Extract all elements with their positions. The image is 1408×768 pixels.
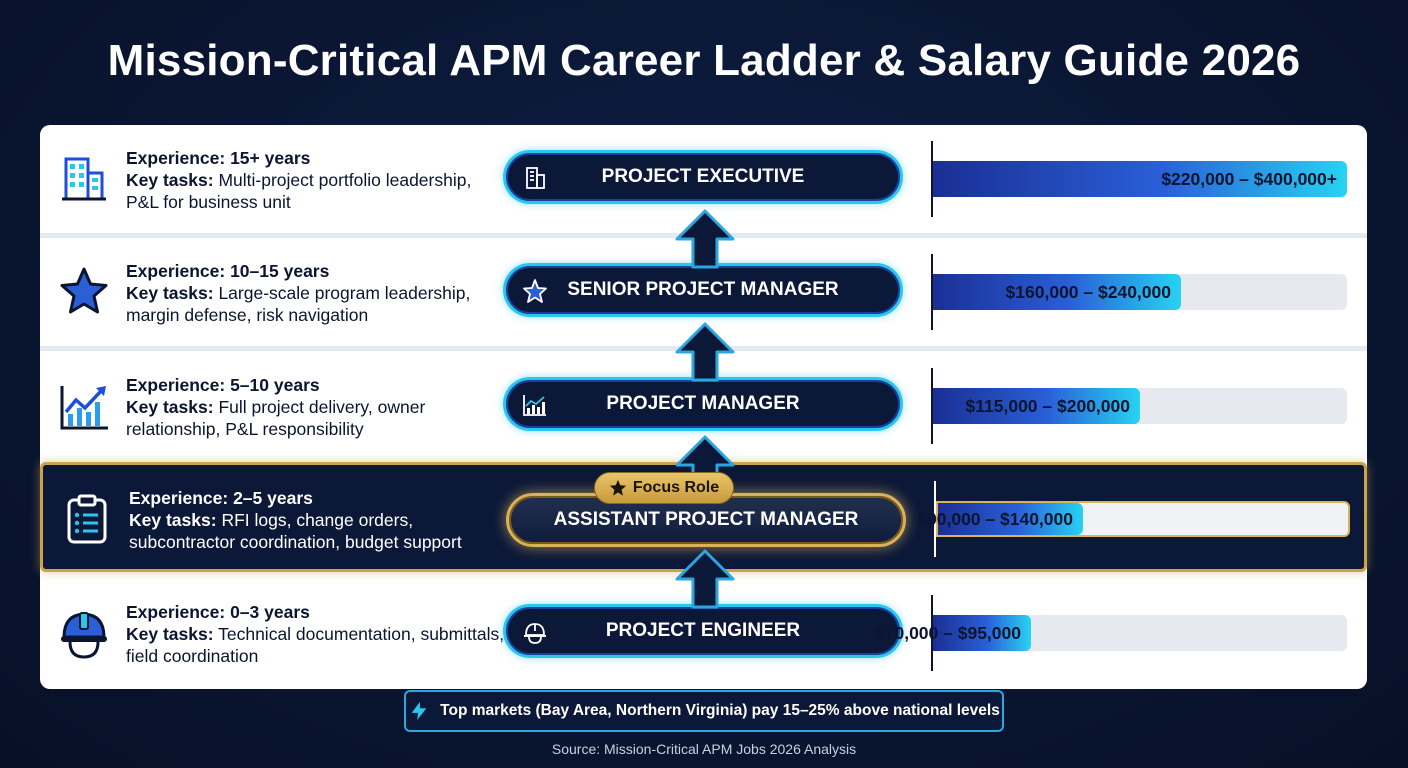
star-icon	[56, 264, 112, 320]
growth-chart-icon	[56, 378, 112, 434]
role-description: Experience: 10–15 years Key tasks: Large-…	[126, 260, 506, 326]
hard-hat-icon	[522, 619, 548, 645]
role-description: Experience: 2–5 years Key tasks: RFI logs…	[129, 487, 509, 553]
role-description: Experience: 15+ years Key tasks: Multi-pr…	[126, 147, 506, 213]
experience-text: Experience: 5–10 years	[126, 375, 320, 395]
role-name: PROJECT ENGINEER	[605, 620, 801, 641]
salary-label: $115,000 – $200,000	[965, 395, 1130, 416]
salary-bar: $220,000 – $400,000+	[933, 161, 1347, 197]
lightning-icon	[411, 701, 427, 721]
salary-label: $70,000 – $95,000	[875, 622, 1021, 643]
ladder-row: Experience: 15+ years Key tasks: Multi-pr…	[40, 125, 1367, 238]
role-name: SENIOR PROJECT MANAGER	[567, 279, 839, 300]
role-name: PROJECT MANAGER	[606, 393, 800, 414]
source-caption: Source: Mission-Critical APM Jobs 2026 A…	[551, 741, 857, 757]
key-tasks-text: Multi-project portfolio leadership, P&L …	[126, 170, 472, 212]
axis-line	[931, 141, 933, 217]
up-arrow-icon	[673, 549, 737, 609]
up-arrow-icon	[673, 322, 737, 382]
key-tasks-text: Technical documentation, submittals, fie…	[126, 624, 505, 666]
focus-role-badge: Focus Role	[594, 472, 734, 504]
role-pill: PROJECT MANAGER	[503, 377, 903, 431]
salary-bar: $90,000 – $140,000	[917, 503, 1083, 535]
experience-text: Experience: 2–5 years	[129, 488, 313, 508]
role-name: ASSISTANT PROJECT MANAGER	[553, 509, 859, 530]
markets-note-text: Top markets (Bay Area, Northern Virginia…	[440, 702, 1000, 719]
hard-hat-icon	[56, 605, 112, 661]
clipboard-icon	[59, 491, 115, 547]
building-icon	[522, 165, 548, 191]
salary-bar-track: $160,000 – $240,000	[933, 274, 1347, 310]
role-pill: SENIOR PROJECT MANAGER	[503, 263, 903, 317]
salary-label: $220,000 – $400,000+	[1161, 168, 1337, 189]
key-tasks-label: Key tasks:	[126, 624, 214, 644]
focus-role-label: Focus Role	[632, 479, 720, 496]
experience-text: Experience: 15+ years	[126, 148, 311, 168]
star-icon	[609, 479, 626, 496]
key-tasks-label: Key tasks:	[126, 397, 214, 417]
key-tasks-label: Key tasks:	[129, 510, 217, 530]
star-icon	[522, 278, 548, 304]
key-tasks-label: Key tasks:	[126, 283, 214, 303]
role-pill: PROJECT ENGINEER	[503, 604, 903, 658]
salary-bar: $160,000 – $240,000	[933, 274, 1181, 310]
salary-bar: $115,000 – $200,000	[933, 388, 1140, 424]
axis-line	[931, 254, 933, 330]
salary-bar-track: $70,000 – $95,000	[875, 615, 1347, 651]
axis-line	[931, 595, 933, 671]
role-name: PROJECT EXECUTIVE	[601, 166, 805, 187]
salary-label: $160,000 – $240,000	[1005, 281, 1171, 302]
growth-chart-icon	[522, 392, 548, 418]
key-tasks-text: RFI logs, change orders, subcontractor c…	[129, 510, 462, 552]
role-description: Experience: 5–10 years Key tasks: Full pr…	[126, 374, 506, 440]
key-tasks-label: Key tasks:	[126, 170, 214, 190]
building-icon	[56, 151, 112, 207]
page-title: Mission-Critical APM Career Ladder & Sal…	[107, 36, 1301, 85]
salary-label: $90,000 – $140,000	[917, 508, 1073, 529]
experience-text: Experience: 0–3 years	[126, 602, 310, 622]
experience-text: Experience: 10–15 years	[126, 261, 330, 281]
ladder-row: Experience: 2–5 years Key tasks: RFI logs…	[40, 462, 1367, 572]
key-tasks-text: Large-scale program leadership, margin d…	[126, 283, 471, 325]
salary-bar: $70,000 – $95,000	[875, 615, 1031, 651]
up-arrow-icon	[673, 209, 737, 269]
axis-line	[934, 481, 936, 557]
markets-note: Top markets (Bay Area, Northern Virginia…	[404, 690, 1004, 732]
role-description: Experience: 0–3 years Key tasks: Technica…	[126, 601, 506, 667]
salary-bar-track: $115,000 – $200,000	[933, 388, 1347, 424]
key-tasks-text: Full project delivery, owner relationshi…	[126, 397, 426, 439]
salary-bar-track: $220,000 – $400,000+	[933, 161, 1347, 197]
role-pill: PROJECT EXECUTIVE	[503, 150, 903, 204]
axis-line	[931, 368, 933, 444]
salary-bar-track: $90,000 – $140,000	[917, 501, 1350, 537]
career-ladder-panel: Experience: 15+ years Key tasks: Multi-pr…	[40, 125, 1367, 689]
